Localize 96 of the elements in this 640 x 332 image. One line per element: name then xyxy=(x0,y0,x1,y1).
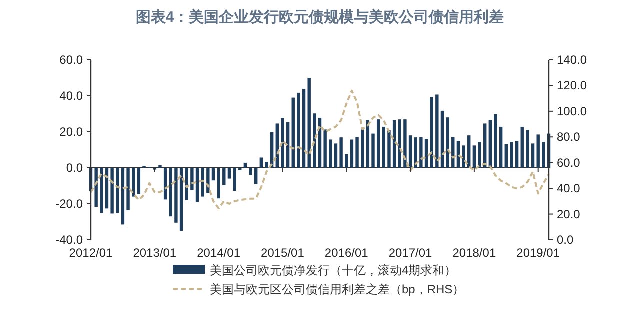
x-tick-label: 2012/01 xyxy=(69,246,114,260)
bar xyxy=(265,162,268,168)
bar xyxy=(504,144,508,168)
bar xyxy=(249,168,252,176)
x-tick-label: 2013/01 xyxy=(133,246,177,260)
bar xyxy=(510,142,514,168)
bar xyxy=(361,130,364,168)
bar xyxy=(313,114,316,168)
bar xyxy=(158,165,162,168)
bar xyxy=(472,146,476,168)
x-tick-label: 2019/01 xyxy=(516,246,560,260)
bar xyxy=(345,154,348,168)
x-tick-label: 2016/01 xyxy=(324,246,369,260)
bar xyxy=(302,88,306,168)
legend-item: 美国公司欧元债净发行（十亿，滚动4期求和） xyxy=(173,264,457,278)
bar xyxy=(329,140,332,168)
x-tick-label: 2015/01 xyxy=(261,246,305,260)
bar xyxy=(526,130,530,168)
line-series xyxy=(90,90,550,210)
bar xyxy=(308,78,311,168)
bar xyxy=(121,168,125,225)
bar xyxy=(94,168,98,208)
bar xyxy=(542,142,546,168)
bar xyxy=(254,168,258,184)
bar xyxy=(297,92,300,168)
bar xyxy=(440,110,444,168)
y-tick-label: 20.0 xyxy=(60,125,84,139)
bar xyxy=(488,120,492,168)
y-tick-label: 0.0 xyxy=(66,161,84,175)
bar xyxy=(356,137,359,168)
bar xyxy=(388,130,391,168)
bar xyxy=(169,168,172,217)
bar xyxy=(446,118,450,168)
bar xyxy=(468,136,471,168)
bar xyxy=(404,120,407,168)
bar xyxy=(233,168,236,192)
bar xyxy=(392,120,396,168)
bar xyxy=(424,139,428,168)
y-tick-label: 60.0 xyxy=(60,53,84,67)
bar xyxy=(110,168,114,214)
bar xyxy=(222,168,226,186)
bar xyxy=(520,126,524,168)
x-tick-label: 2018/01 xyxy=(452,246,496,260)
bar xyxy=(430,97,434,168)
bar xyxy=(350,140,354,168)
bar xyxy=(244,162,248,168)
chart-title: 图表4：美国企业发行欧元债规模与美欧公司债信用利差 xyxy=(136,8,504,26)
y2-tick-label: 0.0 xyxy=(557,233,574,247)
bar xyxy=(420,137,423,168)
bar xyxy=(228,168,232,179)
bar xyxy=(462,146,466,168)
bar xyxy=(436,94,439,168)
bar xyxy=(100,168,104,213)
y2-tick-label: 100.0 xyxy=(557,104,588,118)
bar xyxy=(372,134,375,168)
bar xyxy=(281,118,284,168)
bar xyxy=(174,168,178,223)
bar xyxy=(340,138,343,168)
legend-item: 美国与欧元区公司债信用利差之差（bp，RHS） xyxy=(173,282,465,296)
bar xyxy=(456,141,460,168)
y2-tick-label: 20.0 xyxy=(557,207,581,222)
y2-tick-label: 120.0 xyxy=(557,78,588,93)
bar xyxy=(536,134,540,168)
bar xyxy=(499,126,503,168)
bar xyxy=(478,142,482,168)
bar xyxy=(531,144,535,168)
bar xyxy=(260,158,264,168)
bar xyxy=(292,98,295,168)
y-tick-label: -40.0 xyxy=(56,233,84,247)
y2-tick-label: 40.0 xyxy=(557,182,581,196)
y2-tick-label: 80.0 xyxy=(557,130,581,144)
bar xyxy=(180,168,184,231)
bar xyxy=(286,122,290,168)
bar xyxy=(132,168,136,197)
y-tick-label: 40.0 xyxy=(60,89,84,103)
x-tick-label: 2017/01 xyxy=(388,246,433,260)
x-tick-label: 2014/01 xyxy=(197,246,241,260)
bar xyxy=(515,141,519,168)
bar xyxy=(398,120,402,168)
bar xyxy=(334,144,338,168)
bar xyxy=(494,114,498,168)
bar xyxy=(126,168,130,210)
bar xyxy=(408,136,412,168)
bar xyxy=(483,124,487,168)
bar xyxy=(376,120,380,168)
bar xyxy=(190,168,194,190)
bar xyxy=(212,168,216,181)
bar xyxy=(201,168,204,197)
bar xyxy=(382,126,386,168)
y2-tick-label: 60.0 xyxy=(557,156,581,170)
bar xyxy=(324,130,327,168)
y2-tick-label: 140.0 xyxy=(557,53,588,67)
bar xyxy=(196,168,200,202)
bar xyxy=(217,168,220,199)
y-tick-label: -20.0 xyxy=(56,197,84,211)
bar xyxy=(137,168,141,194)
